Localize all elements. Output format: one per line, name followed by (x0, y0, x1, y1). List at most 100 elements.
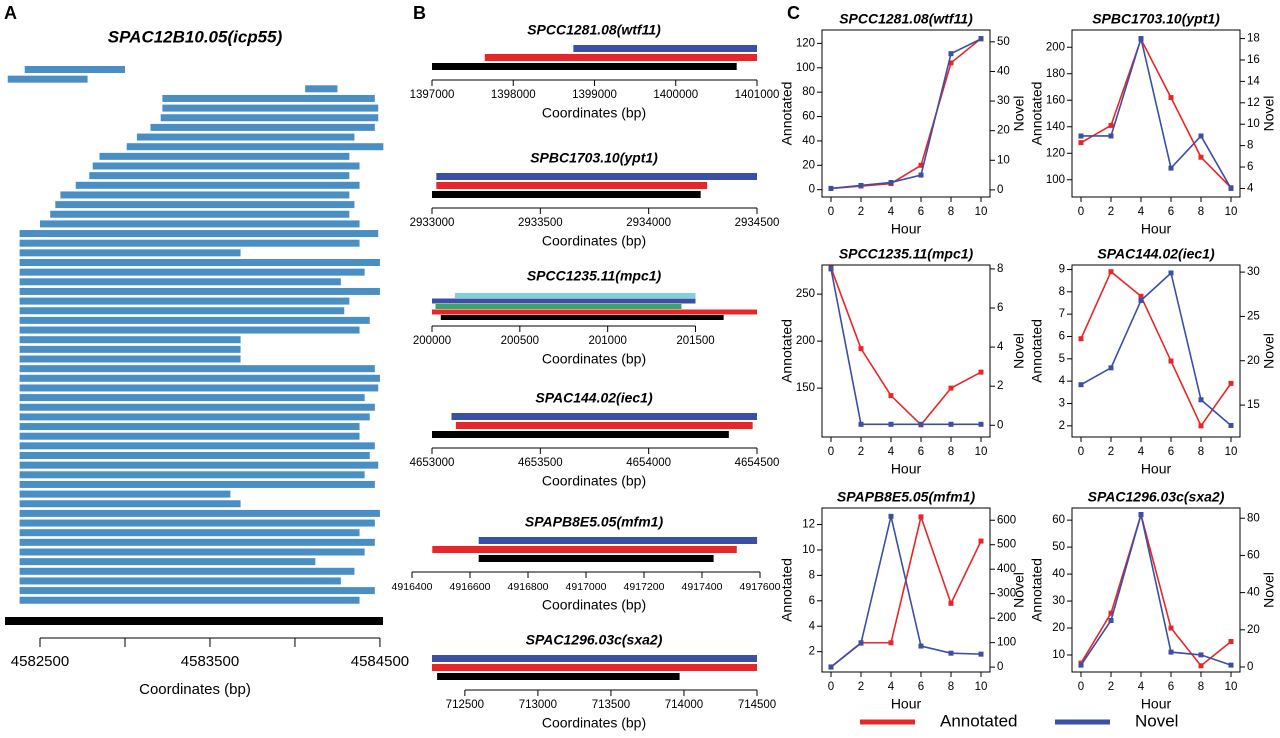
transcript (19, 442, 375, 450)
y2-tick-label: 50 (997, 36, 1010, 48)
y-tick-label: 8 (1059, 286, 1065, 298)
chart-title: SPBC1703.10(ypt1) (1092, 11, 1220, 27)
point (1138, 36, 1144, 42)
transcript (440, 315, 724, 320)
series-line (830, 37, 982, 190)
x-tick-label: 0 (1078, 446, 1084, 458)
transcript (150, 123, 375, 131)
x-tick-label: 2 (1108, 446, 1114, 458)
transcript (432, 191, 701, 198)
y2-tick-label: 400 (997, 563, 1016, 575)
y2-tick-label: 40 (997, 65, 1010, 77)
x-tick-label: 4 (888, 446, 895, 458)
point (828, 266, 834, 272)
x-tick-label: 8 (948, 446, 954, 458)
transcript (50, 210, 350, 218)
point (1198, 154, 1204, 160)
y-tick-label: 10 (802, 544, 815, 556)
y-tick-label: 100 (1046, 174, 1065, 186)
x-tick-label: 8 (1198, 681, 1204, 693)
y-tick-label: 10 (1052, 649, 1065, 661)
point (1108, 610, 1114, 616)
x-tick-label: 8 (1198, 446, 1204, 458)
y2-tick-label: 8 (1247, 140, 1253, 152)
transcript (126, 143, 384, 151)
y2-tick-label: 0 (1247, 661, 1253, 673)
point (1198, 652, 1204, 658)
transcript (19, 596, 360, 604)
point (858, 182, 864, 188)
chart-title: SPAPB8E5.05(mfm1) (837, 489, 976, 505)
panel-label: B (413, 3, 426, 23)
gene-model (5, 617, 383, 625)
y-tick-label: 20 (1052, 622, 1065, 634)
point (978, 421, 984, 427)
y2-tick-label: 20 (1247, 624, 1260, 636)
x-axis-label: Coordinates (bp) (542, 715, 646, 731)
x-tick-label: 10 (975, 446, 988, 458)
transcript (19, 374, 380, 382)
transcript (19, 316, 370, 324)
y-tick-label: 0 (809, 184, 815, 196)
transcript (19, 519, 375, 527)
y-tick-label: 60 (1052, 514, 1065, 526)
point (1138, 293, 1144, 299)
point (888, 179, 894, 185)
point (948, 60, 954, 66)
point (1228, 639, 1234, 645)
point (1228, 380, 1234, 386)
y2-axis-label: Novel (1011, 96, 1027, 132)
point (1078, 382, 1084, 388)
x-axis-label: Hour (891, 461, 922, 477)
panel-title: SPCC1281.08(wtf11) (527, 22, 661, 38)
point (948, 421, 954, 427)
y2-tick-label: 18 (1247, 33, 1260, 45)
x-tick-label: 6 (918, 681, 924, 693)
point (1228, 185, 1234, 191)
y-tick-label: 140 (1046, 121, 1065, 133)
x-tick-label: 4 (888, 206, 895, 218)
x-tick-label: 4 (1138, 446, 1145, 458)
transcript (19, 297, 350, 305)
point (858, 421, 864, 427)
y-axis-label: Annotated (779, 82, 795, 146)
y-tick-label: 12 (802, 519, 815, 531)
x-tick-label: 4917200 (624, 581, 665, 593)
point (888, 421, 894, 427)
y2-tick-label: 0 (997, 184, 1003, 196)
plot-frame (821, 507, 991, 673)
y2-tick-label: 200 (997, 612, 1016, 624)
y-tick-label: 60 (802, 111, 815, 123)
y2-tick-label: 12 (1247, 97, 1260, 109)
transcript (436, 182, 708, 189)
x-axis-label: Coordinates (bp) (542, 233, 646, 249)
y2-axis-label: Novel (1011, 572, 1027, 608)
point (1228, 662, 1234, 668)
x-tick-label: 10 (975, 206, 988, 218)
y-tick-label: 4 (809, 620, 816, 632)
y-tick-label: 40 (1052, 568, 1065, 580)
transcript (436, 173, 757, 180)
panel-title: SPAC144.02(iec1) (535, 390, 653, 406)
x-tick-label: 4584500 (351, 653, 409, 670)
panel-title: SPAC1296.03c(sxa2) (526, 632, 663, 648)
point (948, 51, 954, 57)
x-tick-label: 6 (1168, 206, 1174, 218)
y2-axis-label: Novel (1261, 572, 1277, 608)
transcript (19, 239, 360, 247)
x-tick-label: 0 (828, 681, 834, 693)
transcript (19, 355, 241, 363)
x-axis-label: Coordinates (bp) (542, 597, 646, 613)
x-tick-label: 0 (828, 446, 834, 458)
x-tick-label: 1397000 (410, 89, 455, 101)
y-tick-label: 7 (1059, 308, 1065, 320)
y2-tick-label: 6 (1247, 161, 1253, 173)
x-tick-label: 6 (918, 446, 924, 458)
point (1108, 133, 1114, 139)
y-tick-label: 6 (1059, 331, 1065, 343)
series-line (1081, 35, 1232, 189)
panel-title: SPCC1235.11(mpc1) (527, 268, 662, 284)
transcript (19, 307, 345, 315)
point (1078, 662, 1084, 668)
transcript (19, 558, 316, 566)
